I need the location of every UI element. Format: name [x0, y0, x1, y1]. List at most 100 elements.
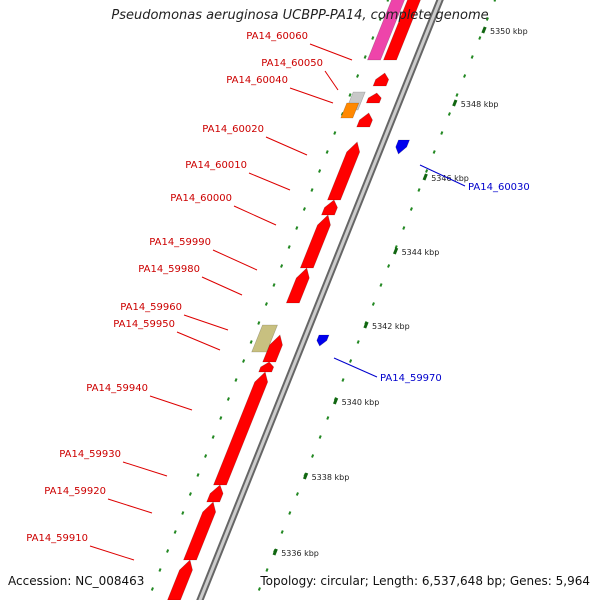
gene-features — [167, 0, 421, 601]
scale-label: 5348 kbp — [461, 100, 499, 109]
forward-gene-leader — [324, 70, 339, 91]
scale-tick-left — [242, 359, 246, 363]
scale-major-tick — [272, 548, 278, 556]
forward-gene-label: PA14_59990 — [149, 237, 211, 248]
scale-tick-right — [440, 131, 444, 135]
scale-tick-right — [295, 492, 299, 496]
scale-tick-left — [257, 321, 261, 325]
scale-tick-right — [265, 568, 269, 572]
forward-gene-label: PA14_59980 — [138, 264, 200, 275]
scale-tick-right — [402, 226, 406, 230]
forward-gene-label: PA14_59940 — [86, 383, 148, 394]
forward-gene-leader — [289, 87, 334, 104]
scale-tick-right — [349, 359, 353, 363]
scale-major-tick — [481, 26, 487, 34]
forward-gene-label: PA14_60020 — [202, 124, 264, 135]
forward-gene-orange — [340, 102, 360, 119]
forward-gene — [327, 141, 361, 201]
scale-tick-left — [158, 568, 162, 572]
scale-major-tick — [303, 472, 309, 480]
topology-text: Topology: circular; Length: 6,537,648 bp… — [260, 574, 590, 588]
reverse-gene — [395, 139, 410, 155]
scale-tick-left — [363, 55, 367, 59]
scale-tick-left — [287, 245, 291, 249]
forward-gene-leader — [248, 172, 291, 191]
scale-tick-left — [181, 511, 185, 515]
forward-gene-khaki — [251, 324, 278, 353]
scale-tick-right — [417, 188, 421, 192]
forward-gene-label: PA14_60050 — [261, 58, 323, 69]
forward-gene-label: PA14_60060 — [246, 31, 308, 42]
forward-gene-leader — [265, 136, 308, 156]
forward-gene-label: PA14_59950 — [113, 319, 175, 330]
reverse-gene-leader — [333, 357, 378, 378]
forward-gene-label: PA14_60040 — [226, 75, 288, 86]
forward-gene-leader — [107, 498, 153, 514]
scale-tick-left — [356, 74, 360, 78]
scale-tick-right — [470, 55, 474, 59]
forward-gene-label: PA14_59920 — [44, 486, 106, 497]
scale-label: 5340 kbp — [342, 398, 380, 407]
reverse-gene-label: PA14_60030 — [468, 182, 530, 193]
backbone-line — [196, 0, 442, 604]
scale-tick-left — [226, 397, 230, 401]
forward-gene-leader — [201, 276, 243, 296]
scale-label: 5336 kbp — [281, 549, 319, 558]
scale-tick-left — [295, 226, 299, 230]
scale-tick-right — [432, 150, 436, 154]
reverse-gene-label: PA14_59970 — [380, 373, 442, 384]
reverse-gene-leader — [419, 164, 466, 187]
forward-gene-label: PA14_60010 — [185, 160, 247, 171]
forward-gene-leader — [212, 249, 258, 271]
scale-tick-right — [493, 0, 497, 2]
scale-label: 5344 kbp — [402, 248, 440, 257]
forward-gene-leader — [176, 331, 221, 351]
forward-gene — [383, 0, 421, 61]
forward-gene-leader — [122, 461, 168, 477]
scale-tick-left — [188, 492, 192, 496]
forward-gene-label: PA14_59930 — [59, 449, 121, 460]
scale-tick-right — [455, 93, 459, 97]
forward-gene-leader — [183, 314, 229, 331]
forward-gene — [321, 199, 338, 216]
scale-tick-right — [341, 378, 345, 382]
scale-tick-right — [280, 530, 284, 534]
scale-tick-left — [196, 473, 200, 477]
scale-tick-left — [318, 169, 322, 173]
scale-major-tick — [393, 247, 399, 255]
forward-gene — [258, 361, 275, 373]
forward-gene — [285, 267, 310, 304]
forward-gene — [372, 72, 390, 87]
scale-tick-left — [280, 264, 284, 268]
scale-tick-right — [379, 283, 383, 287]
forward-gene — [365, 92, 382, 104]
scale-tick-right — [311, 454, 315, 458]
scale-major-tick — [422, 173, 428, 181]
forward-gene-leader — [233, 205, 277, 226]
scale-tick-right — [425, 169, 429, 173]
scale-tick-left — [371, 36, 375, 40]
scale-tick-right — [387, 264, 391, 268]
scale-tick-left — [211, 435, 215, 439]
forward-gene-label: PA14_59960 — [120, 302, 182, 313]
forward-gene-leader — [309, 43, 353, 61]
scale-tick-left — [348, 93, 352, 97]
reverse-gene — [316, 334, 330, 347]
forward-gene-label: PA14_60000 — [170, 193, 232, 204]
scale-tick-left — [378, 17, 382, 21]
scale-tick-left — [333, 131, 337, 135]
scale-tick-left — [264, 302, 268, 306]
scale-tick-right — [463, 74, 467, 78]
label-leader-lines — [89, 43, 466, 561]
gene-labels: PA14_60060 PA14_60050 PA14_60040 PA14_60020… — [26, 31, 530, 544]
genome-backbone — [194, 0, 444, 604]
forward-gene — [299, 214, 331, 269]
forward-gene — [206, 484, 224, 503]
scale-tick-left — [173, 530, 177, 534]
scale-tick-right — [288, 511, 292, 515]
scale-tick-right — [257, 587, 261, 591]
scale-tick-right — [485, 17, 489, 21]
forward-gene-leader — [149, 395, 193, 411]
